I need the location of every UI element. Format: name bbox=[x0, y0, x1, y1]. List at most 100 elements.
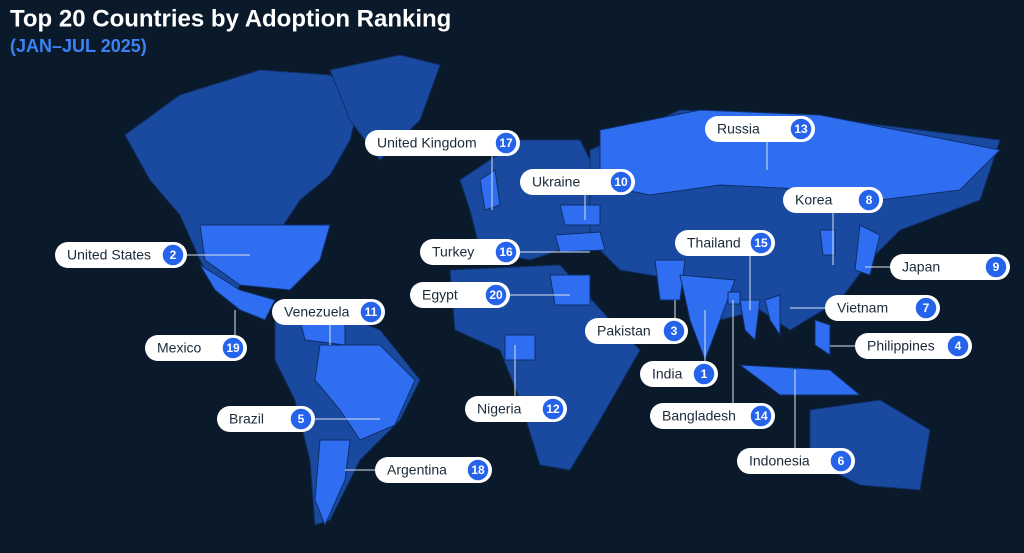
rank-badge bbox=[789, 117, 813, 141]
country-label: Indonesia 6 bbox=[737, 370, 855, 474]
label-pill bbox=[737, 448, 855, 474]
rank-number: 12 bbox=[546, 402, 560, 416]
rank-number: 14 bbox=[754, 409, 768, 423]
label-pill bbox=[890, 254, 1010, 280]
country-name: Nigeria bbox=[477, 401, 522, 417]
country-name: Japan bbox=[902, 259, 940, 275]
country-label: Argentina 18 bbox=[345, 457, 492, 483]
country-label: United Kingdom 17 bbox=[365, 130, 520, 210]
rank-number: 13 bbox=[794, 122, 808, 136]
label-pill bbox=[783, 187, 883, 213]
label-pill bbox=[365, 130, 520, 156]
label-pill bbox=[650, 403, 775, 429]
rank-badge bbox=[749, 231, 773, 255]
label-pill bbox=[520, 169, 635, 195]
rank-number: 11 bbox=[365, 305, 378, 319]
country-name: Philippines bbox=[867, 338, 935, 354]
country-label: Nigeria 12 bbox=[465, 345, 567, 422]
rank-number: 7 bbox=[923, 301, 930, 315]
label-pill bbox=[855, 333, 972, 359]
label-pill bbox=[585, 318, 688, 344]
country-name: Vietnam bbox=[837, 300, 888, 316]
rank-number: 3 bbox=[671, 324, 678, 338]
country-label: Pakistan 3 bbox=[585, 300, 688, 344]
label-pill bbox=[55, 242, 187, 268]
label-pill bbox=[145, 335, 247, 361]
rank-badge bbox=[494, 240, 518, 264]
country-label: Russia 13 bbox=[705, 116, 815, 170]
rank-badge bbox=[359, 300, 383, 324]
rank-badge bbox=[984, 255, 1008, 279]
rank-number: 16 bbox=[499, 245, 513, 259]
country-name: Brazil bbox=[229, 411, 264, 427]
country-name: Ukraine bbox=[532, 174, 580, 190]
rank-badge bbox=[749, 404, 773, 428]
country-label: Ukraine 10 bbox=[520, 169, 635, 220]
country-name: Argentina bbox=[387, 462, 447, 478]
rank-number: 4 bbox=[955, 339, 962, 353]
country-name: Turkey bbox=[432, 244, 474, 260]
country-name: United States bbox=[67, 247, 151, 263]
label-pill bbox=[465, 396, 567, 422]
label-pill bbox=[705, 116, 815, 142]
label-pill bbox=[217, 406, 315, 432]
country-name: Pakistan bbox=[597, 323, 651, 339]
label-pill bbox=[825, 295, 940, 321]
title: Top 20 Countries by Adoption Ranking bbox=[10, 5, 451, 32]
label-pill bbox=[410, 282, 510, 308]
rank-number: 20 bbox=[489, 288, 503, 302]
rank-badge bbox=[466, 458, 490, 482]
rank-number: 2 bbox=[170, 248, 177, 262]
label-pill bbox=[675, 230, 775, 256]
country-label: Vietnam 7 bbox=[790, 295, 940, 321]
country-name: Russia bbox=[717, 121, 760, 137]
country-label: United States 2 bbox=[55, 242, 250, 268]
country-label: Egypt 20 bbox=[410, 282, 570, 308]
country-name: India bbox=[652, 366, 683, 382]
rank-number: 8 bbox=[866, 193, 873, 207]
label-pill bbox=[375, 457, 492, 483]
rank-badge bbox=[857, 188, 881, 212]
country-name: United Kingdom bbox=[377, 135, 477, 151]
country-label: Brazil 5 bbox=[217, 406, 380, 432]
rank-number: 19 bbox=[226, 341, 240, 355]
rank-number: 18 bbox=[471, 463, 485, 477]
country-label: Korea 8 bbox=[783, 187, 883, 265]
rank-badge bbox=[829, 449, 853, 473]
rank-badge bbox=[914, 296, 938, 320]
country-label: India 1 bbox=[640, 310, 718, 387]
label-pill bbox=[420, 239, 520, 265]
country-name: Indonesia bbox=[749, 453, 810, 469]
rank-badge bbox=[221, 336, 245, 360]
rank-number: 1 bbox=[701, 367, 708, 381]
country-label: Thailand 15 bbox=[675, 230, 775, 310]
country-name: Thailand bbox=[687, 235, 741, 251]
rank-number: 5 bbox=[298, 412, 305, 426]
rank-badge bbox=[541, 397, 565, 421]
country-label: Mexico 19 bbox=[145, 310, 247, 361]
country-name: Bangladesh bbox=[662, 408, 736, 424]
rank-badge bbox=[289, 407, 313, 431]
rank-badge bbox=[494, 131, 518, 155]
rank-number: 6 bbox=[838, 454, 845, 468]
rank-number: 15 bbox=[754, 236, 768, 250]
country-label: Bangladesh 14 bbox=[650, 300, 775, 429]
rank-badge bbox=[609, 170, 633, 194]
rank-badge bbox=[484, 283, 508, 307]
country-label: Venezuela 11 bbox=[272, 299, 385, 345]
subtitle: (JAN–JUL 2025) bbox=[10, 36, 147, 56]
country-name: Korea bbox=[795, 192, 833, 208]
rank-number: 9 bbox=[993, 260, 1000, 274]
rank-badge bbox=[161, 243, 185, 267]
label-pill bbox=[272, 299, 385, 325]
country-label: Japan 9 bbox=[865, 254, 1010, 280]
country-name: Mexico bbox=[157, 340, 202, 356]
country-label: Philippines 4 bbox=[830, 333, 972, 359]
rank-number: 17 bbox=[499, 136, 513, 150]
rank-badge bbox=[662, 319, 686, 343]
rank-badge bbox=[946, 334, 970, 358]
country-label: Turkey 16 bbox=[420, 239, 590, 265]
country-name: Egypt bbox=[422, 287, 458, 303]
